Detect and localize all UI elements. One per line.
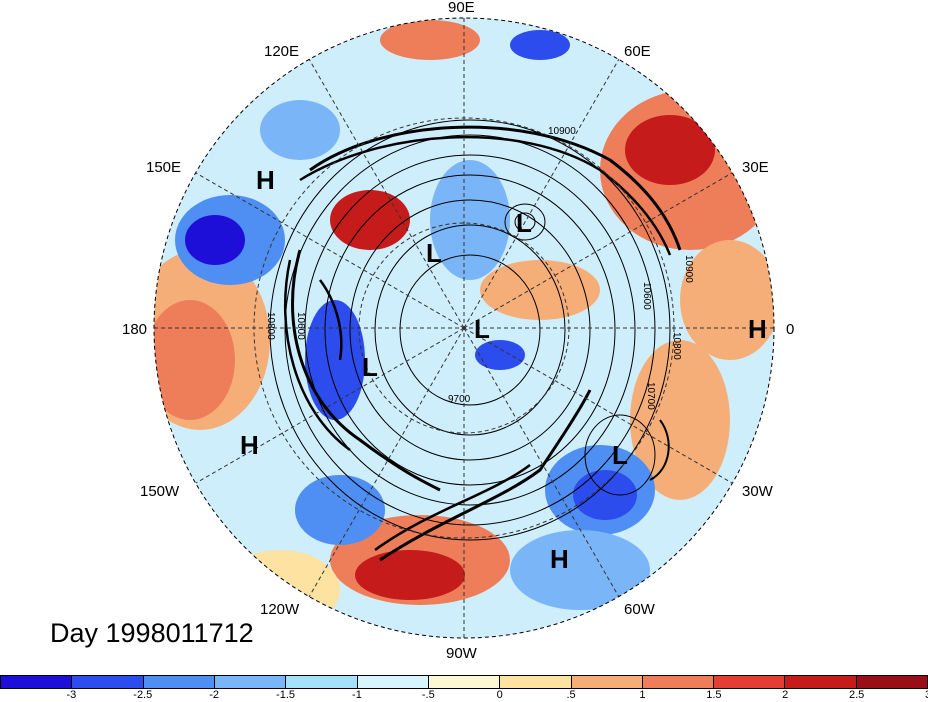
colorbar-tick-label: -.5 [421,689,435,701]
colorbar-tick-label: 3 [925,689,928,701]
lon-label-90e: 90E [448,0,475,16]
colorbar-tick-label: 1.5 [706,689,722,701]
pressure-center-low: L [474,314,490,344]
warm-anomaly [480,260,600,320]
pressure-center-high: H [550,544,569,574]
contour-label: 10800 [671,332,682,360]
colorbar-swatch [72,676,144,688]
warm-anomaly [355,550,465,600]
warm-anomaly [680,240,774,360]
cold-anomaly [185,215,245,265]
lon-label-150e: 150E [146,159,181,176]
colorbar-swatch [714,676,786,688]
pressure-center-high: H [240,430,259,460]
anomaly-field [154,18,774,638]
lon-label-60w: 60W [624,601,656,618]
colorbar-tick-label: -2 [209,689,220,701]
map-boundary [153,17,775,639]
cold-anomaly [295,475,385,545]
warm-anomaly [625,115,715,185]
date-label: Day 1998011712 [50,618,254,648]
lon-label-0: 0 [786,321,794,338]
contour-label: 10600 [641,282,652,310]
pressure-center-low: L [426,238,442,268]
colorbar-ticks: -3 -2.5 -2 -1.5 -1 -.5 0 .5 1 1.5 2 2.5 3 [0,689,928,702]
cold-anomaly [305,300,365,420]
cold-anomaly [260,100,340,160]
colorbar [0,675,928,689]
colorbar-swatch [500,676,572,688]
contour-label: 10900 [548,126,576,137]
graticule [154,18,774,638]
pressure-center-low: L [516,208,532,238]
colorbar-tick-label: 2 [782,689,789,701]
colorbar-swatch [214,676,287,688]
colorbar-swatch [357,676,429,688]
contour-label: 10700 [645,382,656,410]
colorbar-tick-label: -3 [66,689,77,701]
lon-label-120e: 120E [264,43,299,60]
lon-label-120w: 120W [260,601,300,618]
colorbar-tick-label: -2.5 [133,689,153,701]
colorbar-swatch [143,676,215,688]
lon-label-90w: 90W [446,645,478,662]
colorbar-swatch [428,676,501,688]
pressure-center-high: H [256,165,275,195]
colorbar-tick-label: 0 [496,689,503,701]
warm-anomaly [154,300,235,420]
lon-label-60e: 60E [624,43,651,60]
warm-anomaly [330,190,410,250]
cold-anomaly [573,470,637,520]
colorbar-tick-label: -1 [352,689,362,701]
colorbar-tick-label: 2.5 [848,689,865,701]
colorbar-tick-label: 1 [639,689,646,701]
lon-label-30w: 30W [742,483,774,500]
colorbar-swatch [856,676,928,688]
pressure-center-high: H [748,314,767,344]
colorbar-tick-label: .5 [566,689,576,701]
contour-label: 10900 [683,255,694,283]
colorbar-swatch [1,676,73,688]
height-contours [269,119,682,562]
pressure-center-low: L [612,440,628,470]
cold-anomaly [475,340,525,370]
lon-label-30e: 30E [742,159,769,176]
colorbar-swatch [642,676,715,688]
cold-anomaly [510,530,650,610]
contour-label: 9700 [448,394,471,405]
warm-anomaly [380,20,480,60]
colorbar-swatch [286,676,358,688]
colorbar-swatch [571,676,643,688]
colorbar-swatch [785,676,857,688]
colorbar-tick-label: -1.5 [276,689,296,701]
lon-label-180: 180 [122,321,147,338]
cold-anomaly [430,160,510,280]
cold-anomaly [510,30,570,60]
contour-label: 10600 [295,312,306,340]
lon-label-150w: 150W [140,483,180,500]
pressure-center-low: L [362,352,378,382]
contour-label: 10800 [265,312,276,340]
